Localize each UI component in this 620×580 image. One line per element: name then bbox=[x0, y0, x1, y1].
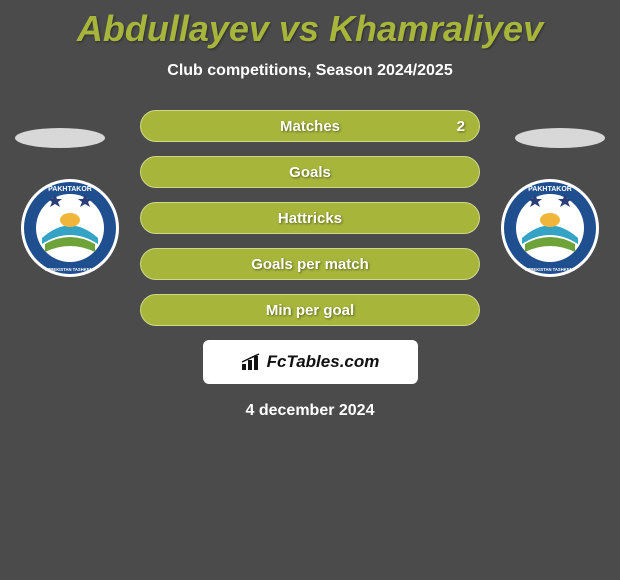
club-badge-left: PAKHTAKOR UZBEKISTAN TASHKENT bbox=[20, 178, 120, 278]
page-subtitle: Club competitions, Season 2024/2025 bbox=[0, 62, 620, 80]
svg-text:PAKHTAKOR: PAKHTAKOR bbox=[528, 186, 572, 193]
pakhtakor-badge-icon: PAKHTAKOR UZBEKISTAN TASHKENT bbox=[500, 178, 600, 278]
bars-icon bbox=[241, 353, 263, 371]
stat-value-right: 2 bbox=[457, 118, 465, 135]
branding-text: FcTables.com bbox=[267, 352, 380, 372]
svg-text:PAKHTAKOR: PAKHTAKOR bbox=[48, 186, 92, 193]
branding-logo: FcTables.com bbox=[241, 352, 380, 372]
player-shadow-right bbox=[515, 128, 605, 148]
svg-text:UZBEKISTAN TASHKENT: UZBEKISTAN TASHKENT bbox=[525, 267, 576, 272]
stat-row: Goals per match bbox=[140, 248, 480, 280]
page-title: Abdullayev vs Khamraliyev bbox=[0, 0, 620, 50]
stat-row: Goals bbox=[140, 156, 480, 188]
stat-label: Min per goal bbox=[266, 302, 354, 319]
stat-row: Min per goal bbox=[140, 294, 480, 326]
stat-row: Matches 2 bbox=[140, 110, 480, 142]
stat-label: Goals bbox=[289, 164, 331, 181]
player-shadow-left bbox=[15, 128, 105, 148]
club-badge-right: PAKHTAKOR UZBEKISTAN TASHKENT bbox=[500, 178, 600, 278]
stat-label: Goals per match bbox=[251, 256, 369, 273]
stat-label: Hattricks bbox=[278, 210, 342, 227]
stat-row: Hattricks bbox=[140, 202, 480, 234]
stats-container: Matches 2 Goals Hattricks Goals per matc… bbox=[140, 110, 480, 326]
svg-text:UZBEKISTAN TASHKENT: UZBEKISTAN TASHKENT bbox=[45, 267, 96, 272]
stat-label: Matches bbox=[280, 118, 340, 135]
branding-box: FcTables.com bbox=[203, 340, 418, 384]
footer-date: 4 december 2024 bbox=[0, 402, 620, 420]
pakhtakor-badge-icon: PAKHTAKOR UZBEKISTAN TASHKENT bbox=[20, 178, 120, 278]
